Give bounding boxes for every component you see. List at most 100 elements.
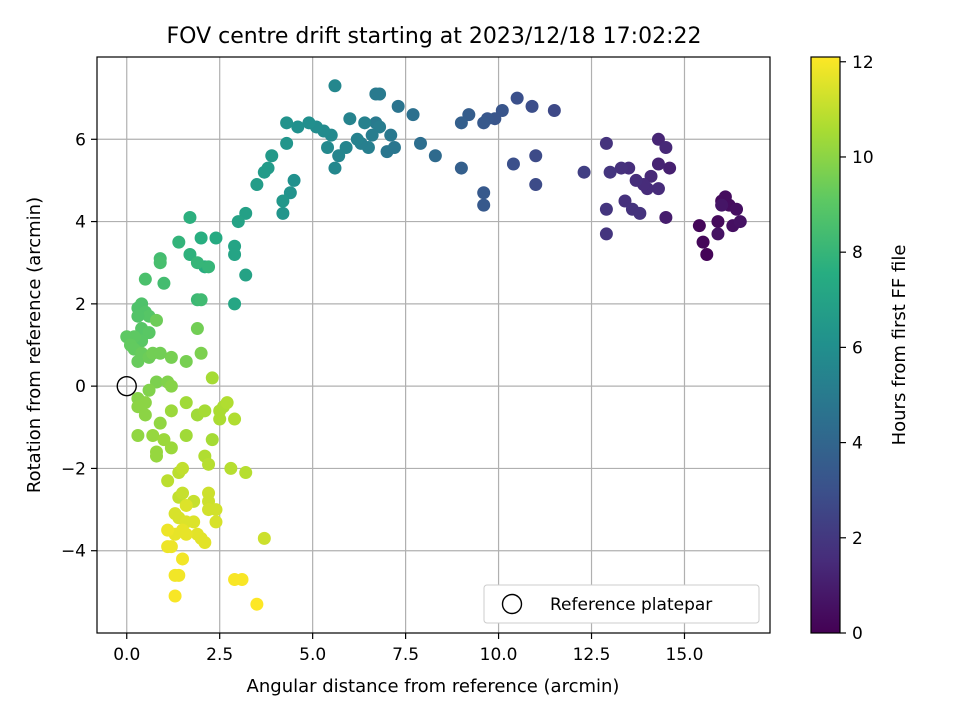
- data-point: [190, 256, 204, 270]
- data-point: [164, 379, 178, 393]
- data-point: [280, 136, 294, 150]
- data-points: [120, 79, 747, 611]
- data-point: [239, 206, 253, 220]
- data-point: [373, 120, 387, 134]
- data-point: [715, 198, 729, 212]
- data-point: [209, 515, 223, 529]
- legend: Reference platepar: [483, 584, 760, 624]
- data-point: [153, 346, 167, 360]
- colorbar-tick-label: 2: [852, 529, 863, 549]
- colorbar-tick-label: 6: [852, 338, 863, 358]
- data-point: [205, 433, 219, 447]
- data-point: [700, 247, 714, 261]
- data-point: [525, 99, 539, 113]
- data-point: [149, 445, 163, 459]
- data-point: [179, 354, 193, 368]
- data-point: [651, 132, 665, 146]
- x-axis-ticks: 0.0 2.5 5.0 7.5 10.0 12.5 15.0: [113, 633, 703, 665]
- data-point: [161, 523, 175, 537]
- data-point: [477, 116, 491, 130]
- data-point: [213, 412, 227, 426]
- data-point: [157, 276, 171, 290]
- data-point: [529, 149, 543, 163]
- data-point: [176, 461, 190, 475]
- reference-layer: [116, 375, 137, 397]
- data-point: [454, 161, 468, 175]
- data-point: [599, 227, 613, 241]
- data-point: [391, 99, 405, 113]
- data-point: [183, 247, 197, 261]
- data-point: [202, 457, 216, 471]
- data-point: [350, 132, 364, 146]
- data-point: [529, 178, 543, 192]
- colorbar-tick-label: 12: [852, 53, 874, 73]
- data-point: [194, 293, 208, 307]
- data-point: [328, 79, 342, 93]
- data-point: [235, 573, 249, 587]
- data-point: [339, 141, 353, 155]
- data-point: [696, 235, 710, 249]
- y-axis-ticks: −4 −2 0 2 4 6: [61, 130, 97, 562]
- data-point: [495, 103, 509, 117]
- data-point: [176, 552, 190, 566]
- data-point: [209, 231, 223, 245]
- data-point: [153, 416, 167, 430]
- data-point: [183, 210, 197, 224]
- data-point: [629, 173, 643, 187]
- data-point: [179, 527, 193, 541]
- data-point: [276, 206, 290, 220]
- data-point: [187, 515, 201, 529]
- data-point: [202, 260, 216, 274]
- data-point: [176, 486, 190, 500]
- data-point: [179, 429, 193, 443]
- data-point: [365, 128, 379, 142]
- data-point: [618, 194, 632, 208]
- data-point: [131, 400, 145, 414]
- data-point: [179, 396, 193, 410]
- data-point: [257, 165, 271, 179]
- data-point: [428, 149, 442, 163]
- data-point: [138, 408, 152, 422]
- data-point: [730, 202, 744, 216]
- x-tick-label: 7.5: [392, 645, 419, 665]
- data-point: [164, 350, 178, 364]
- data-point: [228, 412, 242, 426]
- legend-marker-reference: [501, 593, 523, 615]
- colorbar-ticks: 0 2 4 6 8 10 12: [840, 53, 874, 644]
- y-tick-label: 0: [75, 377, 86, 397]
- data-point: [239, 268, 253, 282]
- data-point: [239, 466, 253, 480]
- data-point: [153, 256, 167, 270]
- data-point: [146, 429, 160, 443]
- data-point: [228, 297, 242, 311]
- data-point: [168, 589, 182, 603]
- data-point: [198, 535, 212, 549]
- data-point: [547, 103, 561, 117]
- x-tick-label: 2.5: [206, 645, 233, 665]
- data-point: [406, 108, 420, 122]
- data-point: [149, 313, 163, 327]
- colorbar-tick-label: 8: [852, 243, 863, 263]
- data-point: [659, 210, 673, 224]
- y-tick-label: −4: [61, 542, 86, 562]
- data-point: [614, 161, 628, 175]
- colorbar-gradient: [810, 56, 841, 634]
- colorbar: 0 2 4 6 8 10 12 Hours from first FF file: [810, 53, 910, 644]
- data-point: [142, 383, 156, 397]
- x-tick-label: 15.0: [666, 645, 704, 665]
- data-point: [603, 165, 617, 179]
- y-tick-label: 2: [75, 295, 86, 315]
- data-point: [462, 108, 476, 122]
- data-point: [711, 227, 725, 241]
- data-point: [477, 198, 491, 212]
- data-point: [644, 169, 658, 183]
- data-point: [343, 112, 357, 126]
- data-point: [164, 404, 178, 418]
- colorbar-tick-label: 0: [852, 624, 863, 644]
- data-point: [131, 429, 145, 443]
- data-point: [209, 503, 223, 517]
- data-point: [506, 157, 520, 171]
- x-tick-label: 10.0: [480, 645, 518, 665]
- data-point: [131, 354, 145, 368]
